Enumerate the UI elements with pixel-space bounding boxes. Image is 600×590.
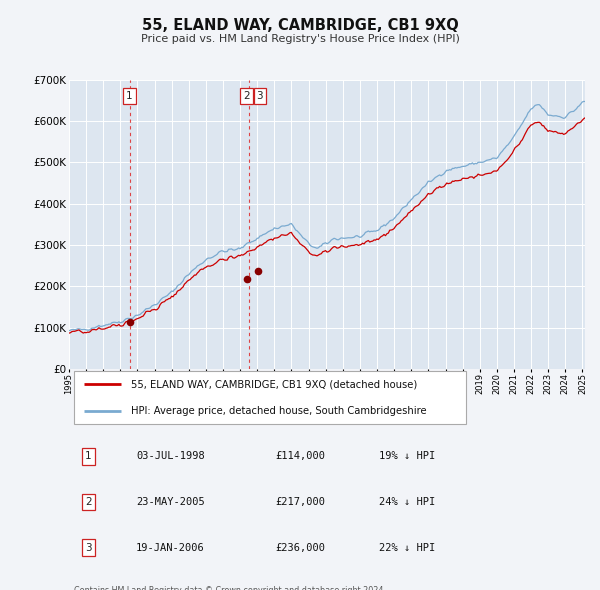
Text: 19% ↓ HPI: 19% ↓ HPI: [379, 451, 435, 461]
Text: 55, ELAND WAY, CAMBRIDGE, CB1 9XQ (detached house): 55, ELAND WAY, CAMBRIDGE, CB1 9XQ (detac…: [131, 379, 417, 389]
Text: 1: 1: [126, 91, 133, 101]
Text: HPI: Average price, detached house, South Cambridgeshire: HPI: Average price, detached house, Sout…: [131, 405, 427, 415]
Text: 03-JUL-1998: 03-JUL-1998: [136, 451, 205, 461]
Text: 24% ↓ HPI: 24% ↓ HPI: [379, 497, 435, 507]
Text: 1: 1: [85, 451, 92, 461]
Text: Contains HM Land Registry data © Crown copyright and database right 2024.: Contains HM Land Registry data © Crown c…: [74, 586, 386, 590]
Text: £114,000: £114,000: [275, 451, 325, 461]
Text: 55, ELAND WAY, CAMBRIDGE, CB1 9XQ: 55, ELAND WAY, CAMBRIDGE, CB1 9XQ: [142, 18, 458, 32]
Text: £217,000: £217,000: [275, 497, 325, 507]
Text: 22% ↓ HPI: 22% ↓ HPI: [379, 543, 435, 553]
Text: 2: 2: [244, 91, 250, 101]
Text: £236,000: £236,000: [275, 543, 325, 553]
Text: 3: 3: [85, 543, 92, 553]
Text: 19-JAN-2006: 19-JAN-2006: [136, 543, 205, 553]
FancyBboxPatch shape: [74, 371, 466, 424]
Text: Price paid vs. HM Land Registry's House Price Index (HPI): Price paid vs. HM Land Registry's House …: [140, 34, 460, 44]
Text: 3: 3: [257, 91, 263, 101]
Text: 23-MAY-2005: 23-MAY-2005: [136, 497, 205, 507]
Text: 2: 2: [85, 497, 92, 507]
